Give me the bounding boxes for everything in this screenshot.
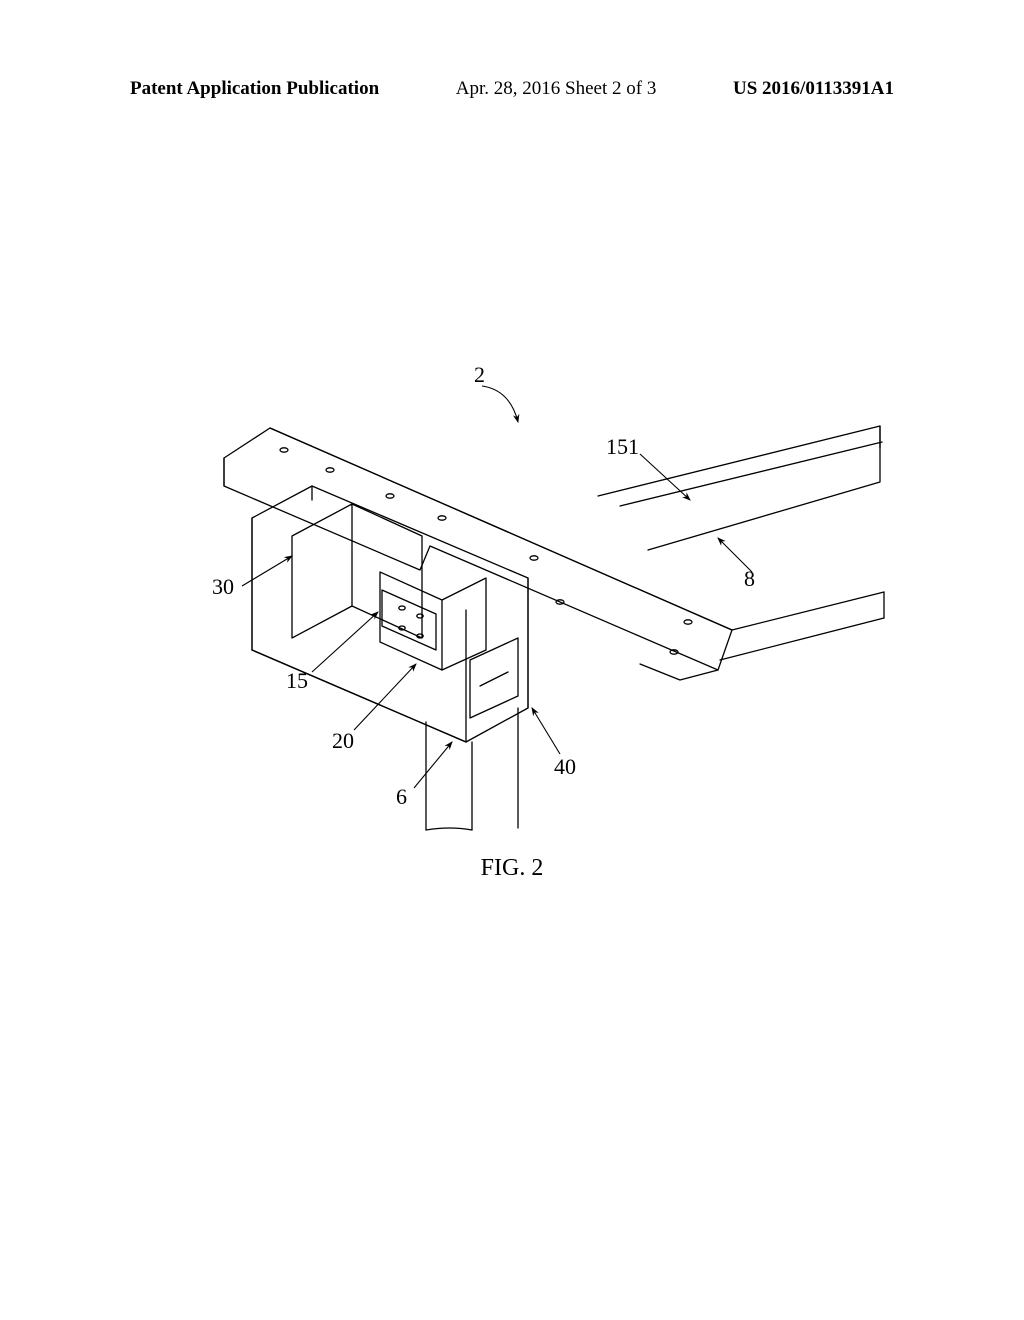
- ref-15: 15: [286, 668, 308, 694]
- ref-6: 6: [396, 784, 407, 810]
- publication-type: Patent Application Publication: [130, 78, 379, 100]
- ref-30: 30: [212, 574, 234, 600]
- date-sheet: Apr. 28, 2016 Sheet 2 of 3: [456, 78, 657, 100]
- ref-151: 151: [606, 434, 639, 460]
- ref-20: 20: [332, 728, 354, 754]
- publication-number: US 2016/0113391A1: [733, 78, 894, 100]
- figure-drawing: 2 151 8 30 15 20 6 40: [120, 350, 900, 850]
- page-header: Patent Application Publication Apr. 28, …: [0, 78, 1024, 100]
- figure-caption: FIG. 2: [0, 855, 1024, 882]
- ref-2: 2: [474, 362, 485, 388]
- ref-8: 8: [744, 566, 755, 592]
- ref-40: 40: [554, 754, 576, 780]
